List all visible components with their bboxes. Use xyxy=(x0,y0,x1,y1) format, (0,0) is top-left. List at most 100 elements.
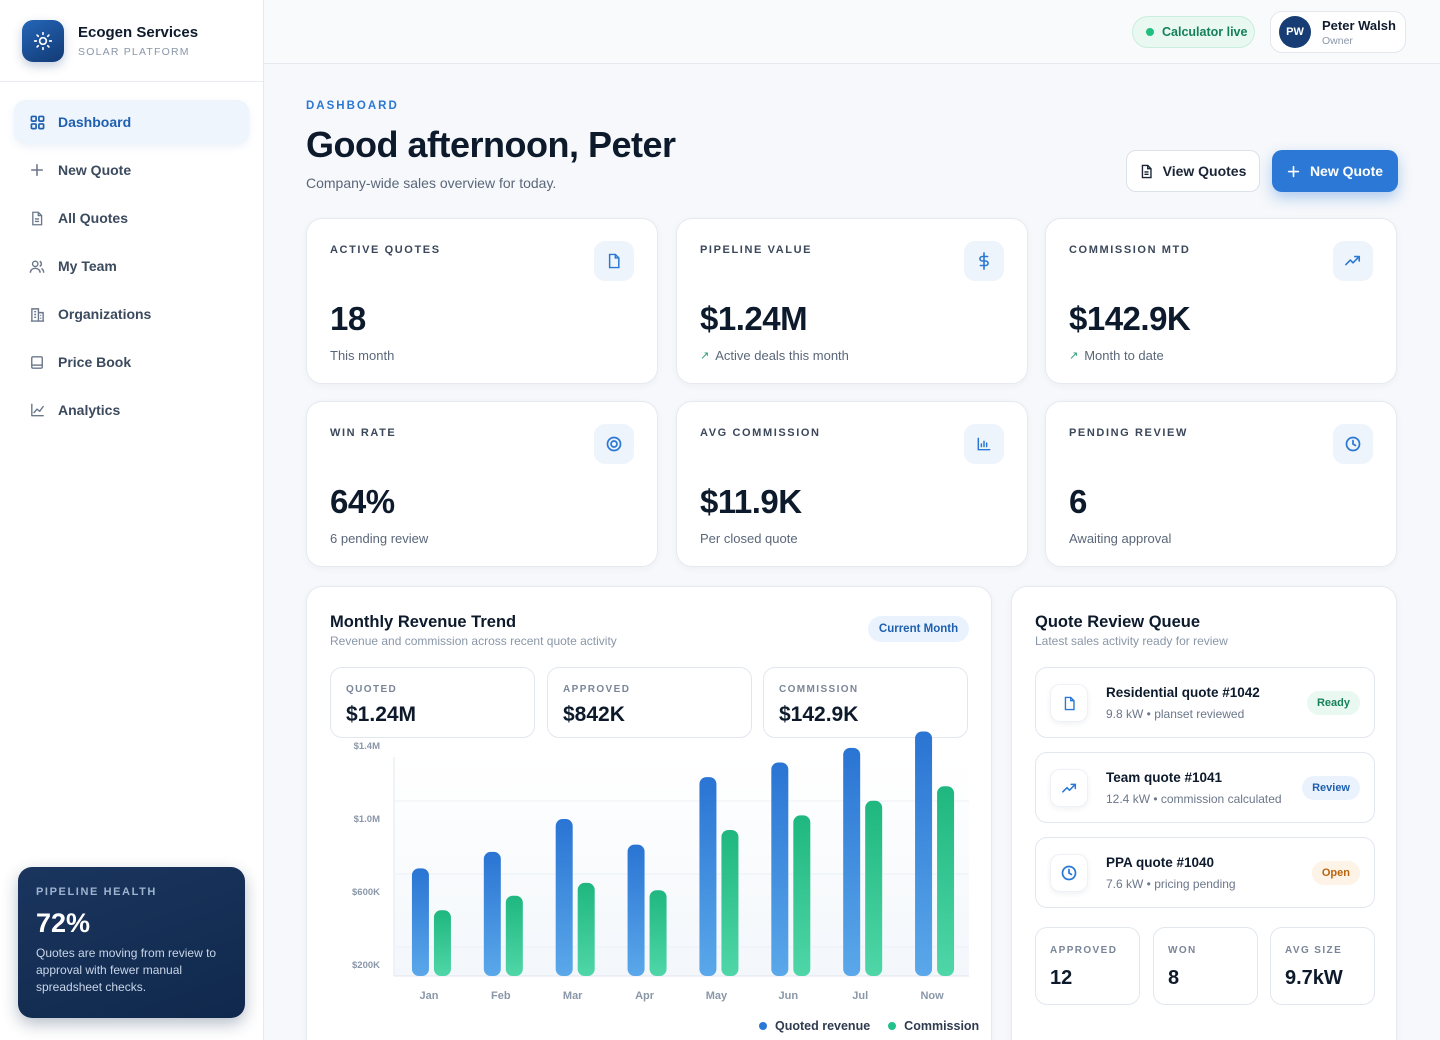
stat-label: COMMISSION MTD xyxy=(1069,244,1191,256)
x-tick-label: Jan xyxy=(419,990,438,1002)
calculator-status-badge: Calculator live xyxy=(1132,16,1255,48)
sidebar-item-organizations[interactable]: Organizations xyxy=(14,292,249,336)
stat-value: 18 xyxy=(330,300,366,337)
summary-commission: COMMISSION $142.9K xyxy=(763,667,968,738)
stat-note: Active deals this month xyxy=(715,348,849,363)
x-tick-label: May xyxy=(706,990,728,1002)
stat-card-pending-review: PENDING REVIEW 6 Awaiting approval xyxy=(1045,401,1397,567)
sidebar-item-new-quote[interactable]: New Quote xyxy=(14,148,249,192)
bar-commission-jul xyxy=(865,800,883,976)
y-tick-label: $1.4M xyxy=(354,741,380,752)
clock-icon xyxy=(1333,424,1373,464)
summary-quoted: QUOTED $1.24M xyxy=(330,667,535,738)
bar-quoted-mar xyxy=(555,819,573,976)
line-chart-icon xyxy=(29,402,45,418)
plus-icon xyxy=(29,162,45,178)
queue-stat-avg-size: AVG SIZE 9.7kW xyxy=(1270,927,1375,1005)
sidebar-item-analytics[interactable]: Analytics xyxy=(14,388,249,432)
revenue-subtitle: Revenue and commission across recent quo… xyxy=(330,634,617,648)
queue-stat-label: APPROVED xyxy=(1050,945,1118,956)
brand[interactable]: Ecogen Services SOLAR PLATFORM xyxy=(0,0,263,82)
sidebar-item-price-book[interactable]: Price Book xyxy=(14,340,249,384)
stat-value: 64% xyxy=(330,483,395,520)
document-icon xyxy=(594,241,634,281)
queue-item-1042[interactable]: Residential quote #1042 9.8 kW • planset… xyxy=(1035,667,1375,738)
legend-quoted: Quoted revenue xyxy=(775,1019,871,1033)
revenue-trend-card: Monthly Revenue Trend Revenue and commis… xyxy=(306,586,992,1040)
view-quotes-button[interactable]: View Quotes xyxy=(1126,150,1260,192)
period-selector[interactable]: Current Month xyxy=(868,616,969,642)
summary-value: $142.9K xyxy=(779,703,859,726)
sidebar-item-label: Dashboard xyxy=(58,114,132,130)
trend-up-icon: ↗ xyxy=(1069,350,1079,362)
bar-commission-mar xyxy=(577,882,595,976)
bar-quoted-jul xyxy=(843,747,861,976)
stat-note-row: ↗ Month to date xyxy=(1069,348,1164,363)
stat-value: $1.24M xyxy=(700,300,808,337)
stat-label: PIPELINE VALUE xyxy=(700,244,813,256)
revenue-title: Monthly Revenue Trend xyxy=(330,613,517,631)
stat-label: PENDING REVIEW xyxy=(1069,427,1188,439)
user-menu[interactable]: PW Peter Walsh Owner xyxy=(1270,11,1406,53)
queue-item-1040[interactable]: PPA quote #1040 7.6 kW • pricing pending… xyxy=(1035,837,1375,908)
queue-item-title: Team quote #1041 xyxy=(1106,770,1223,785)
legend-commission-swatch xyxy=(888,1022,897,1030)
user-name: Peter Walsh xyxy=(1322,17,1396,33)
y-tick-label: $1.0M xyxy=(354,814,380,825)
calculator-status-text: Calculator live xyxy=(1162,25,1248,39)
y-tick-label: $200K xyxy=(352,960,380,971)
page-subtitle: Company-wide sales overview for today. xyxy=(306,175,557,191)
bar-quoted-feb xyxy=(483,851,501,976)
queue-item-meta: 7.6 kW • pricing pending xyxy=(1106,877,1236,891)
queue-stat-value: 12 xyxy=(1050,967,1073,989)
new-quote-button[interactable]: New Quote xyxy=(1272,150,1398,192)
summary-label: QUOTED xyxy=(346,684,398,695)
sidebar-item-my-team[interactable]: My Team xyxy=(14,244,249,288)
document-icon xyxy=(1140,164,1153,179)
sidebar-item-dashboard[interactable]: Dashboard xyxy=(14,100,249,144)
x-tick-label: Jun xyxy=(779,990,799,1002)
users-icon xyxy=(29,258,45,274)
brand-subtitle: SOLAR PLATFORM xyxy=(78,45,190,58)
sidebar-item-label: My Team xyxy=(58,258,117,274)
queue-subtitle: Latest sales activity ready for review xyxy=(1035,634,1228,648)
bar-quoted-may xyxy=(699,777,717,976)
sidebar: Ecogen Services SOLAR PLATFORM Dashboard… xyxy=(0,0,264,1040)
queue-stat-value: 8 xyxy=(1168,967,1180,989)
stat-card-active-quotes: ACTIVE QUOTES 18 This month xyxy=(306,218,658,384)
bar-commission-jun xyxy=(793,815,811,976)
bar-commission-jan xyxy=(433,910,451,976)
legend-quoted-swatch xyxy=(759,1022,767,1030)
bar-chart-icon xyxy=(964,424,1004,464)
summary-approved: APPROVED $842K xyxy=(547,667,752,738)
stat-label: WIN RATE xyxy=(330,427,397,439)
queue-title: Quote Review Queue xyxy=(1035,613,1201,631)
sun-icon xyxy=(22,19,64,62)
dollar-icon xyxy=(964,241,1004,281)
stat-value: $142.9K xyxy=(1069,300,1191,337)
stat-value: 6 xyxy=(1069,483,1087,520)
pipeline-health-value: 72% xyxy=(36,908,91,938)
target-icon xyxy=(594,424,634,464)
grid-icon xyxy=(29,114,45,130)
stat-card-commission-mtd: COMMISSION MTD $142.9K ↗ Month to date xyxy=(1045,218,1397,384)
stat-note: This month xyxy=(330,348,395,363)
document-icon xyxy=(29,210,45,226)
bar-commission-feb xyxy=(505,895,523,976)
stat-value: $11.9K xyxy=(700,483,802,520)
sidebar-item-label: Price Book xyxy=(58,354,132,370)
user-role: Owner xyxy=(1322,34,1353,47)
legend-commission: Commission xyxy=(904,1019,980,1033)
bar-commission-now xyxy=(937,786,955,976)
stat-note: Per closed quote xyxy=(700,531,798,546)
queue-stat-won: WON 8 xyxy=(1153,927,1258,1005)
new-quote-label: New Quote xyxy=(1309,163,1384,179)
document-icon xyxy=(1050,684,1088,722)
sidebar-item-all-quotes[interactable]: All Quotes xyxy=(14,196,249,240)
building-icon xyxy=(29,306,45,322)
trend-up-icon: ↗ xyxy=(700,350,710,362)
pipeline-health-label: PIPELINE HEALTH xyxy=(36,886,157,898)
queue-item-1041[interactable]: Team quote #1041 12.4 kW • commission ca… xyxy=(1035,752,1375,823)
sidebar-item-label: Organizations xyxy=(58,306,152,322)
clock-icon xyxy=(1050,854,1088,892)
